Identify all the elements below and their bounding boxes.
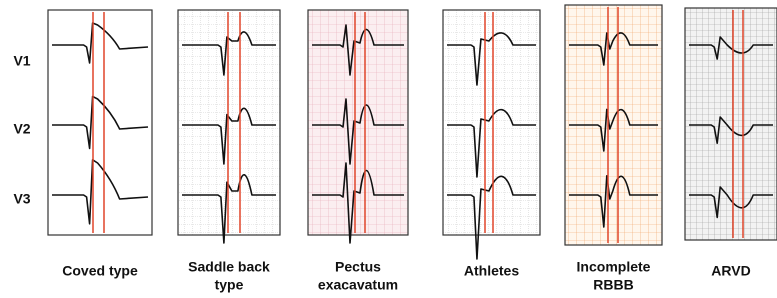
panel-caption: Athletes bbox=[464, 263, 519, 279]
panel-caption: Pectus bbox=[335, 259, 381, 275]
lead-label: V1 bbox=[13, 53, 30, 69]
panel-caption: Saddle back bbox=[188, 259, 270, 275]
figure: V1 V2 V3 Coved type Saddle back type Pectus… bbox=[0, 0, 777, 298]
panel-caption: RBBB bbox=[593, 277, 633, 293]
ecg-panel bbox=[48, 10, 152, 235]
panel-caption: Coved type bbox=[62, 263, 138, 279]
ecg-panel bbox=[685, 8, 777, 240]
panel-caption: type bbox=[215, 277, 244, 293]
panel-caption: Incomplete bbox=[577, 259, 651, 275]
lead-label: V3 bbox=[13, 191, 30, 207]
panel-caption: ARVD bbox=[711, 263, 750, 279]
panel-caption: exacavatum bbox=[318, 277, 398, 293]
lead-label: V2 bbox=[13, 121, 30, 137]
ecg-panel bbox=[443, 10, 540, 235]
ecg-panel bbox=[178, 10, 280, 235]
